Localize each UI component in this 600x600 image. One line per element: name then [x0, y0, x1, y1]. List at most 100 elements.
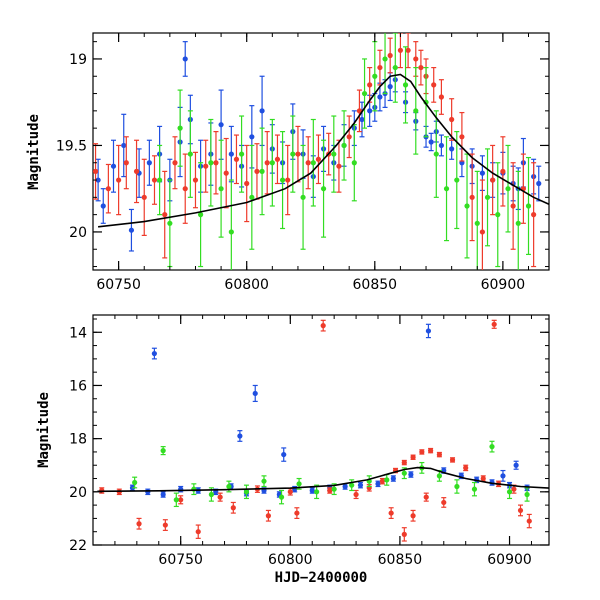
- top-data-point: [392, 64, 398, 71]
- top-data-point: [259, 108, 265, 114]
- top-data-point: [151, 177, 158, 183]
- top-data-point: [123, 160, 129, 166]
- bottom-series-2: [132, 440, 530, 508]
- top-data-point: [233, 156, 240, 162]
- top-data-point: [500, 168, 506, 174]
- top-data-point: [536, 180, 542, 187]
- top-data-point: [331, 151, 337, 157]
- bottom-data-point: [401, 531, 407, 537]
- top-data-point: [361, 90, 368, 97]
- top-data-point: [449, 116, 455, 123]
- bottom-data-point: [237, 433, 243, 439]
- top-data-point: [157, 177, 163, 183]
- top-series-1: [93, 33, 537, 270]
- top-data-point: [259, 168, 265, 174]
- bottom-data-point: [491, 321, 497, 327]
- top-data-point: [295, 151, 301, 157]
- top-data-point: [105, 186, 111, 192]
- top-data-point: [505, 186, 511, 192]
- bottom-data-point: [278, 494, 285, 500]
- top-data-point: [438, 142, 445, 149]
- bottom-data-point: [471, 486, 478, 492]
- top-data-point: [116, 177, 122, 183]
- bottom-data-layer: [97, 319, 549, 542]
- top-data-point: [510, 203, 516, 209]
- top-data-point: [454, 177, 460, 183]
- bottom-data-point: [410, 513, 416, 519]
- top-data-point: [428, 139, 434, 145]
- bottom-x-axis-title: HJD−2400000: [275, 570, 368, 586]
- bottom-data-point: [524, 491, 530, 498]
- bottom-data-point: [314, 489, 320, 495]
- top-data-point: [182, 56, 188, 62]
- bottom-data-point: [281, 451, 287, 458]
- top-data-point: [238, 151, 245, 157]
- bottom-data-point: [425, 328, 432, 334]
- top-data-point: [525, 203, 532, 209]
- top-data-point: [197, 212, 204, 218]
- top-x-tick-label: 60800: [224, 277, 269, 293]
- top-data-point: [490, 177, 496, 183]
- bottom-data-point: [428, 448, 434, 454]
- bottom-model-curve: [97, 466, 549, 493]
- top-data-point: [356, 108, 363, 114]
- top-data-point: [228, 229, 234, 235]
- top-y-tick-label: 19: [69, 52, 87, 68]
- top-data-point: [397, 47, 404, 53]
- top-axes: 60750 60800 60850 60900 19 19.5 20: [56, 33, 549, 293]
- top-data-point: [208, 160, 214, 166]
- bottom-x-tick-label: 60750: [158, 552, 203, 568]
- top-data-point: [300, 194, 306, 200]
- top-data-point: [464, 203, 470, 209]
- top-data-point: [531, 212, 537, 218]
- bottom-data-point: [243, 489, 250, 495]
- top-data-point: [290, 151, 296, 157]
- bottom-data-point: [388, 510, 394, 516]
- bottom-data-point: [160, 491, 166, 498]
- bottom-y-tick-label: 16: [69, 378, 87, 394]
- bottom-data-point: [526, 518, 532, 524]
- top-y-axis-title: Magnitude: [26, 114, 42, 190]
- bottom-data-point: [401, 470, 407, 476]
- top-data-point: [187, 151, 193, 157]
- top-plot-frame: [92, 32, 550, 271]
- top-data-point: [93, 168, 99, 174]
- top-data-point: [95, 177, 101, 183]
- top-x-tick-label: 60850: [353, 277, 398, 293]
- bottom-data-point: [342, 483, 348, 490]
- bottom-data-point: [384, 477, 390, 483]
- top-data-point: [341, 142, 347, 149]
- top-data-point: [418, 64, 424, 71]
- bottom-y-axis-title: Magnitude: [36, 392, 52, 468]
- bottom-data-point: [349, 482, 355, 488]
- top-data-point: [377, 94, 383, 100]
- top-data-point: [484, 194, 491, 200]
- top-data-point: [100, 203, 106, 209]
- bottom-data-point: [390, 475, 396, 482]
- bottom-data-point: [178, 497, 184, 503]
- top-model-curve: [98, 73, 549, 228]
- top-data-point: [387, 52, 393, 59]
- bottom-data-point: [252, 390, 258, 397]
- bottom-data-point: [449, 457, 456, 463]
- top-data-point: [110, 163, 117, 169]
- bottom-data-point: [375, 481, 381, 487]
- top-data-point: [244, 180, 250, 187]
- top-data-point: [382, 56, 388, 62]
- top-data-point: [351, 160, 357, 166]
- bottom-series-1: [99, 319, 532, 542]
- bottom-data-point: [454, 483, 460, 490]
- bottom-data-point: [160, 448, 166, 454]
- top-x-tick-label: 60900: [481, 277, 526, 293]
- bottom-data-point: [162, 522, 168, 528]
- top-series-2: [157, 33, 532, 270]
- top-data-point: [274, 156, 281, 162]
- top-data-point: [367, 108, 373, 114]
- top-data-point: [228, 151, 234, 157]
- bottom-data-point: [401, 459, 407, 466]
- bottom-data-point: [151, 350, 157, 357]
- bottom-data-point: [132, 479, 138, 486]
- top-data-point: [515, 220, 521, 226]
- bottom-data-point: [230, 505, 236, 511]
